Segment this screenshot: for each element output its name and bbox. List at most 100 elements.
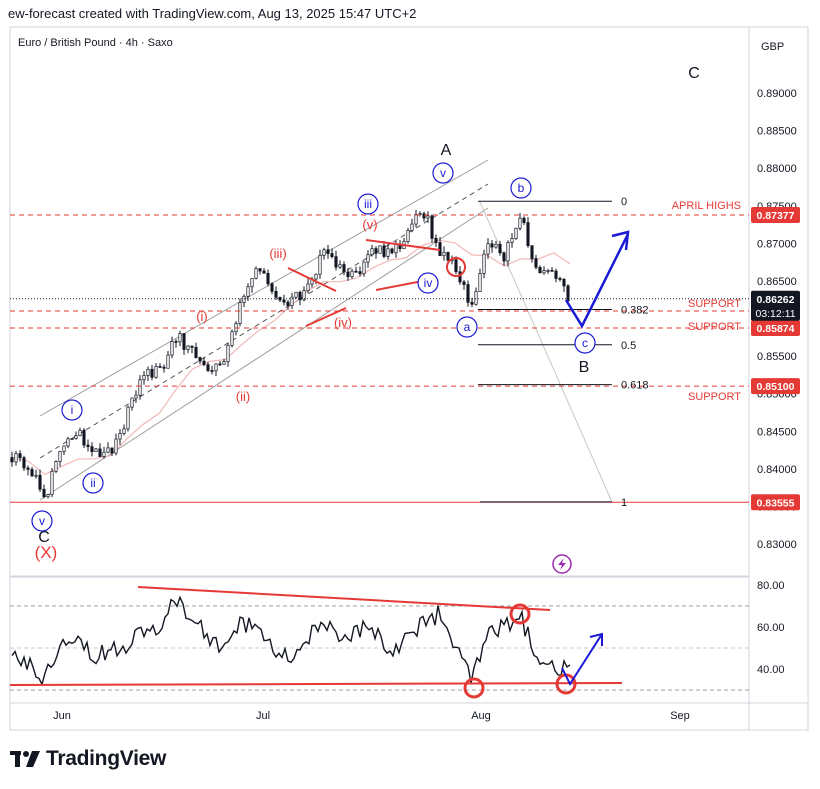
candle-body <box>386 248 390 257</box>
wave-label-blue-circle <box>31 510 53 532</box>
candle-body <box>406 230 410 242</box>
candle-body <box>414 214 418 225</box>
candle-body <box>42 488 46 498</box>
wave-label-blue: v <box>440 166 446 180</box>
wave-label-blue-circle <box>357 193 379 215</box>
candle-body <box>34 474 38 477</box>
candle-body <box>110 447 114 454</box>
bottom-axis-frame <box>9 702 750 731</box>
candle-body <box>442 251 446 257</box>
candle-body <box>542 270 546 274</box>
wave-label-red: (iii) <box>269 246 286 261</box>
wave-highlight-circle <box>446 257 466 277</box>
price-panel-frame <box>9 26 750 577</box>
candle-body <box>98 448 102 457</box>
candle-body <box>114 438 118 454</box>
fib-level-label: 0.5 <box>621 340 636 352</box>
candle-body <box>258 268 262 272</box>
price-level-lines: APRIL HIGHS SUPPORT SUPPORT SUPPORT <box>10 200 749 503</box>
candle-body <box>142 375 146 381</box>
time-tick-label: Jun <box>53 710 71 722</box>
candle-body <box>454 259 458 273</box>
candle-body <box>74 435 78 439</box>
candle-body <box>290 296 294 307</box>
candle-body <box>338 264 342 268</box>
wave-label-blue: b <box>518 181 525 195</box>
candle-body <box>302 290 306 301</box>
candle-body <box>214 363 218 372</box>
candle-body <box>54 461 58 472</box>
candle-body <box>178 333 182 343</box>
price-level-tag <box>751 206 800 223</box>
candle-body <box>282 299 286 303</box>
fib-level-label: 1 <box>621 497 627 509</box>
price-level-tag-text: 0.85874 <box>757 323 795 335</box>
wave-label-red: (ii) <box>236 389 250 404</box>
wave-label-blue: iii <box>364 197 372 211</box>
candle-body <box>354 270 358 273</box>
osc-support-line <box>9 682 623 686</box>
candle-body <box>14 453 18 463</box>
wave-label-blue: c <box>582 336 588 350</box>
fib-level-label: 0 <box>621 196 627 208</box>
candle-body <box>510 238 514 243</box>
candle-body <box>206 364 210 371</box>
candle-body <box>514 227 518 239</box>
candle-body <box>62 445 66 452</box>
candle-body <box>154 366 158 378</box>
price-level-tag-text: 0.85100 <box>757 381 795 393</box>
right-axis-frame <box>748 26 809 731</box>
fib-level-label: 0.382 <box>621 304 649 316</box>
candle-body <box>170 341 174 356</box>
candle-body <box>358 271 362 275</box>
price-level-tag <box>751 319 800 336</box>
candle-body <box>466 284 470 303</box>
candle-body <box>162 366 166 369</box>
wave-label-blue-circle <box>61 399 83 421</box>
candle-body <box>166 354 170 369</box>
price-tick-label: 0.89000 <box>757 88 797 100</box>
candle-body <box>182 333 186 350</box>
wave-label-blue-circle <box>417 272 439 294</box>
wave-label-blue-circle <box>82 472 104 494</box>
tradingview-logo-icon <box>10 751 40 767</box>
chart-attribution: ew-forecast created with TradingView.com… <box>8 6 417 21</box>
candle-body <box>58 451 62 462</box>
candle-body <box>418 213 422 216</box>
candle-body <box>378 245 382 254</box>
countdown-text: 03:12:11 <box>755 308 795 320</box>
candle-body <box>426 215 430 219</box>
price-tick-label: 0.88500 <box>757 126 797 138</box>
candle-body <box>78 429 82 437</box>
price-tick-label: 0.84500 <box>757 426 797 438</box>
candle-body <box>22 457 26 469</box>
osc-tick-label: 40.00 <box>757 664 785 676</box>
candle-body <box>490 243 494 248</box>
candle-body <box>242 295 246 303</box>
candle-body <box>50 470 54 495</box>
candle-body <box>342 264 346 273</box>
lightning-icon-circle <box>552 554 572 574</box>
candle-body <box>38 474 42 490</box>
wave-label-blue-circle <box>432 162 454 184</box>
channel-upper-line <box>39 159 489 417</box>
candle-body <box>334 256 338 268</box>
wave-label-black: C <box>38 529 50 546</box>
price-tick-label: 0.88000 <box>757 163 797 175</box>
candle-body <box>550 269 554 272</box>
candle-body <box>482 253 486 274</box>
price-tick-label: 0.86500 <box>757 276 797 288</box>
oscillator-line <box>11 595 571 687</box>
candle-body <box>530 245 534 259</box>
candle-body <box>138 379 142 396</box>
candle-body <box>498 243 502 254</box>
candle-body <box>382 245 386 257</box>
wave-label-blue: ii <box>90 476 95 490</box>
candle-body <box>306 283 310 291</box>
candle-body <box>194 346 198 358</box>
price-projection-arrow <box>564 230 630 329</box>
candle-body <box>362 261 366 275</box>
osc-projection-path <box>561 633 603 687</box>
price-level-tag <box>751 378 800 395</box>
